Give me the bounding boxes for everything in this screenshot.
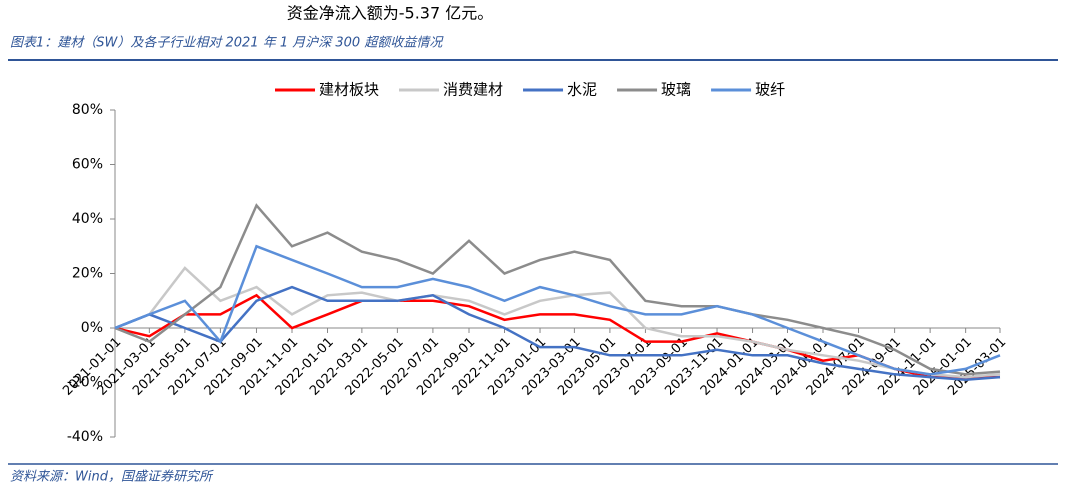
y-tick-label: -40% — [67, 429, 103, 445]
legend-label: 建材板块 — [319, 81, 379, 99]
legend-label: 玻璃 — [661, 81, 691, 99]
series-line — [114, 266, 1001, 379]
source-text: 资料来源：Wind，国盛证券研究所 — [10, 469, 214, 485]
legend-label: 水泥 — [567, 81, 597, 99]
y-tick-label: 60% — [72, 157, 103, 173]
y-tick-label: 0% — [81, 320, 103, 336]
y-tick-label: -20% — [67, 375, 103, 391]
y-tick-label: 20% — [72, 266, 103, 282]
series-line — [114, 244, 1001, 376]
y-tick-label: 80% — [72, 102, 103, 118]
intro-text: 资金净流入额为-5.37 亿元。 — [287, 4, 494, 23]
y-tick-label: 40% — [72, 211, 103, 227]
series-line — [114, 293, 1000, 379]
legend-label: 消费建材 — [443, 81, 503, 99]
series-line — [114, 203, 1001, 376]
chart-caption: 图表1：建材（SW）及各子行业相对 2021 年 1 月沪深 300 超额收益情… — [10, 35, 444, 51]
series-line — [114, 285, 1001, 382]
legend-label: 玻纤 — [755, 81, 785, 99]
